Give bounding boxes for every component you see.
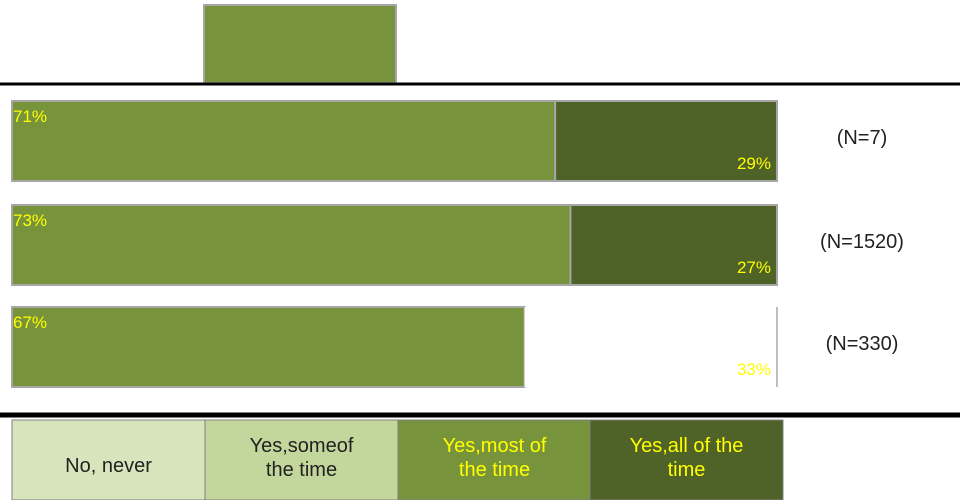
bar-segment: [554, 100, 779, 182]
legend-label: No, never: [65, 455, 152, 477]
data-label: 33%: [737, 360, 771, 379]
legend-label: Yes,all of the: [630, 435, 744, 457]
legend-label: the time: [459, 459, 530, 481]
legend-label: time: [668, 459, 706, 481]
category-label: (N=7): [837, 127, 888, 149]
legend-swatch: [204, 419, 399, 500]
legend-swatch: [589, 419, 784, 500]
legend-swatch: [397, 419, 592, 500]
bar-segment: [524, 307, 777, 387]
data-label: 27%: [737, 258, 771, 277]
bar-segment: [569, 204, 779, 286]
bar-row: 73% 27% (N=1520): [11, 204, 904, 286]
bar-segment: [11, 306, 526, 388]
legend-label: the time: [266, 459, 337, 481]
bar-row: 67% 33% (N=330): [11, 306, 899, 388]
bar-row: 71% 29% (N=7): [11, 100, 888, 182]
legend-item: No, never: [11, 419, 206, 500]
bar-segment: [11, 204, 572, 286]
bar-segment: [11, 100, 557, 182]
legend-label: Yes,someof: [250, 435, 354, 457]
bars-layer: 71% 29% (N=7) 73% 27% (N=1520) 67% 33% (N=330): [11, 100, 904, 388]
top-swatch: [203, 4, 397, 84]
data-label: 67%: [13, 313, 47, 332]
legend-label: Yes,most of: [443, 435, 547, 457]
data-label: 29%: [737, 154, 771, 173]
category-label: (N=1520): [820, 231, 904, 253]
data-label: 71%: [13, 107, 47, 126]
category-label: (N=330): [826, 333, 899, 355]
data-label: 73%: [13, 211, 47, 230]
